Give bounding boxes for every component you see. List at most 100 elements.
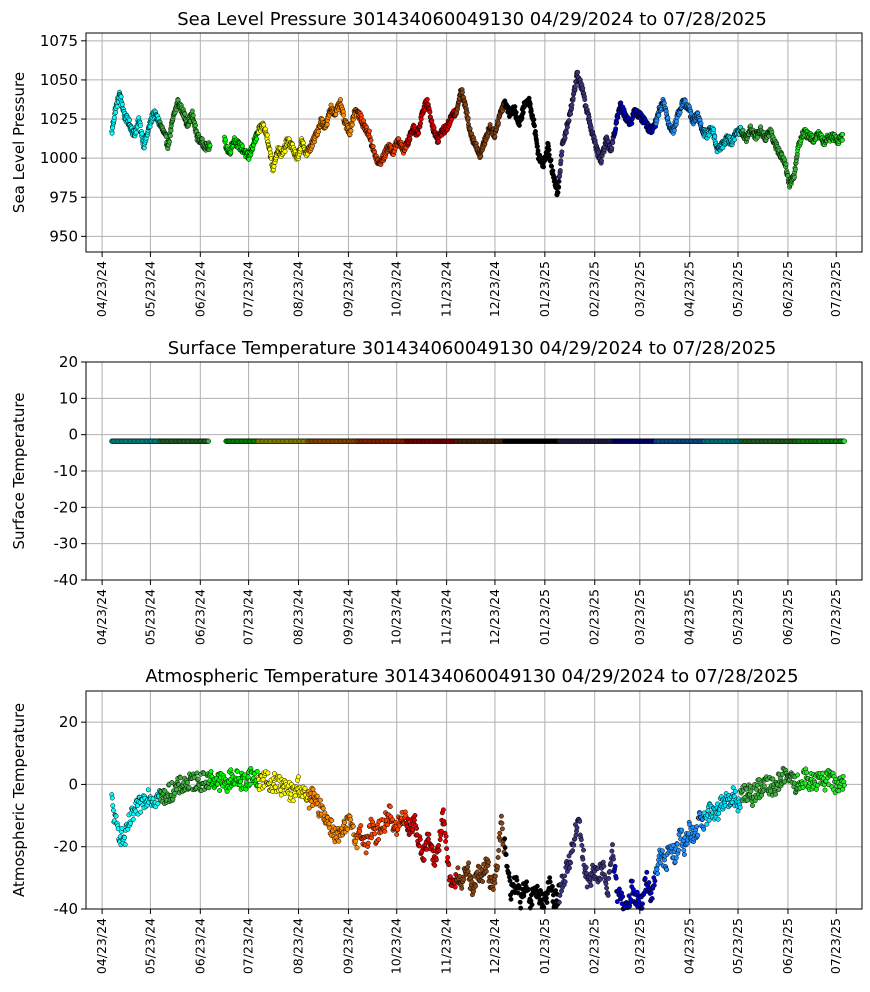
x-tick-label: 10/23/24: [389, 589, 404, 645]
data-point: [361, 118, 367, 124]
data-point: [654, 866, 660, 872]
data-point: [208, 769, 214, 775]
data-point: [569, 102, 575, 108]
x-tick-label: 02/23/25: [587, 589, 602, 645]
data-point: [492, 880, 498, 886]
data-point: [443, 838, 449, 844]
data-point: [178, 775, 183, 781]
data-point: [495, 855, 501, 860]
data-point: [601, 863, 607, 869]
data-point: [137, 123, 143, 129]
data-point: [665, 115, 671, 121]
data-point: [130, 816, 136, 822]
data-point: [310, 786, 316, 792]
x-tick-label: 09/23/24: [340, 261, 355, 317]
data-point: [424, 96, 430, 102]
data-point: [574, 825, 580, 831]
data-point: [744, 797, 750, 803]
data-point: [493, 873, 498, 879]
data-point: [563, 130, 569, 136]
x-tick-label: 01/23/25: [537, 589, 552, 645]
data-point: [370, 143, 376, 149]
data-point: [459, 89, 465, 95]
x-tick-label: 03/23/25: [632, 918, 647, 974]
data-point: [572, 84, 578, 89]
data-point: [110, 125, 116, 131]
data-point: [387, 804, 393, 810]
data-point: [366, 128, 372, 134]
data-point: [607, 868, 613, 874]
y-tick-label: -30: [54, 535, 79, 553]
data-point: [349, 122, 355, 128]
data-point: [732, 137, 737, 143]
data-point: [568, 111, 574, 117]
data-point: [558, 158, 564, 164]
data-point: [350, 823, 356, 829]
data-point: [644, 869, 650, 875]
data-point: [555, 190, 561, 195]
data-point: [429, 844, 435, 850]
y-tick-label: 950: [49, 227, 78, 245]
data-point: [217, 788, 223, 793]
data-point: [527, 101, 533, 107]
data-point: [840, 131, 846, 137]
data-point: [446, 862, 452, 868]
data-point: [603, 881, 609, 887]
data-point: [513, 109, 519, 115]
x-tick-label: 06/23/25: [780, 589, 795, 645]
data-point: [562, 873, 568, 879]
data-point: [425, 836, 431, 842]
data-point: [559, 149, 565, 155]
data-point: [609, 145, 615, 151]
x-axis: 04/23/24 05/23/24 06/23/24 07/23/24 08/23/24…: [94, 909, 843, 974]
data-point: [128, 820, 133, 826]
data-point: [620, 894, 626, 900]
data-point: [570, 95, 576, 101]
data-point: [499, 826, 505, 832]
data-point: [341, 112, 347, 118]
data-point: [543, 895, 549, 901]
data-point: [613, 126, 619, 132]
surface-temperature-panel: Surface Temperature 301434060049130 04/2…: [10, 338, 863, 645]
data-point: [240, 143, 245, 149]
data-point: [418, 116, 424, 122]
data-point: [612, 863, 618, 869]
data-point: [599, 158, 604, 164]
data-point: [839, 137, 845, 143]
x-tick-label: 02/23/25: [587, 261, 602, 317]
data-point: [573, 832, 579, 838]
x-tick-label: 12/23/24: [487, 261, 502, 317]
data-point: [629, 120, 635, 126]
data-point: [813, 786, 819, 792]
data-point: [533, 128, 538, 134]
data-point: [649, 896, 655, 901]
data-point: [570, 848, 576, 854]
chart-title: Sea Level Pressure 301434060049130 04/29…: [177, 9, 767, 30]
data-point: [682, 98, 688, 104]
x-tick-label: 06/23/24: [192, 261, 207, 317]
data-point: [139, 131, 145, 137]
x-tick-label: 07/23/24: [241, 261, 256, 317]
data-point: [228, 767, 234, 773]
data-point: [534, 883, 540, 889]
x-axis: 04/23/24 05/23/24 06/23/24 07/23/24 08/23/24…: [94, 252, 843, 317]
data-point: [841, 438, 847, 444]
x-tick-label: 07/23/25: [828, 589, 843, 645]
x-tick-label: 06/23/24: [192, 918, 207, 974]
atmospheric-temperature-panel: Atmospheric Temperature 301434060049130 …: [10, 666, 863, 974]
data-point: [516, 122, 522, 128]
data-point: [368, 137, 374, 143]
data-point: [465, 864, 471, 870]
data-point: [550, 168, 556, 174]
data-point: [583, 864, 589, 870]
data-point: [506, 870, 512, 876]
x-axis: 04/23/24 05/23/24 06/23/24 07/23/24 08/23/24…: [94, 580, 843, 645]
data-point: [502, 836, 508, 842]
data-point: [412, 813, 418, 818]
data-point: [443, 833, 449, 839]
data-point: [113, 813, 119, 819]
x-tick-label: 12/23/24: [487, 918, 502, 974]
x-tick-label: 07/23/25: [828, 918, 843, 974]
